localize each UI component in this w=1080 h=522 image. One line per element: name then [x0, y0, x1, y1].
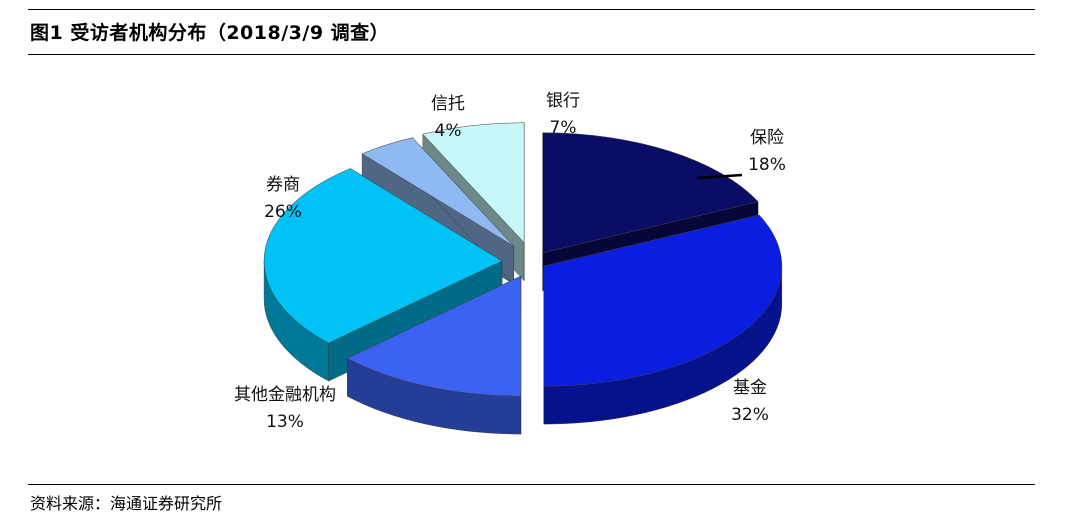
slice-value-label: 4%	[435, 121, 462, 141]
slice-label: 券商	[266, 175, 300, 195]
pie-labels: 保险 18% 基金 32% 其他金融机构 13% 券商 26% 信托 4% 银行 7%	[234, 91, 786, 432]
leader-line	[696, 173, 743, 180]
pie-slices	[263, 122, 783, 435]
slice-value-label: 13%	[266, 412, 304, 432]
slice-value-label: 26%	[264, 202, 302, 222]
bottom-rule	[28, 484, 1035, 485]
top-rule	[28, 9, 1035, 10]
slice-label: 信托	[431, 94, 465, 114]
slice-value-label: 7%	[550, 118, 577, 138]
slice-label: 基金	[733, 378, 767, 398]
slice-label: 保险	[750, 128, 784, 148]
slice-label: 其他金融机构	[234, 385, 336, 405]
pie-slice	[543, 214, 783, 425]
slice-label: 银行	[546, 91, 580, 111]
pie-slice	[346, 275, 522, 435]
slice-value-label: 18%	[748, 155, 786, 175]
chart-title: 图1 受访者机构分布（2018/3/9 调查）	[30, 22, 390, 44]
slice-value-label: 32%	[731, 405, 769, 425]
title-underline	[28, 54, 1035, 55]
source-note: 资料来源：海通证券研究所	[30, 494, 223, 513]
